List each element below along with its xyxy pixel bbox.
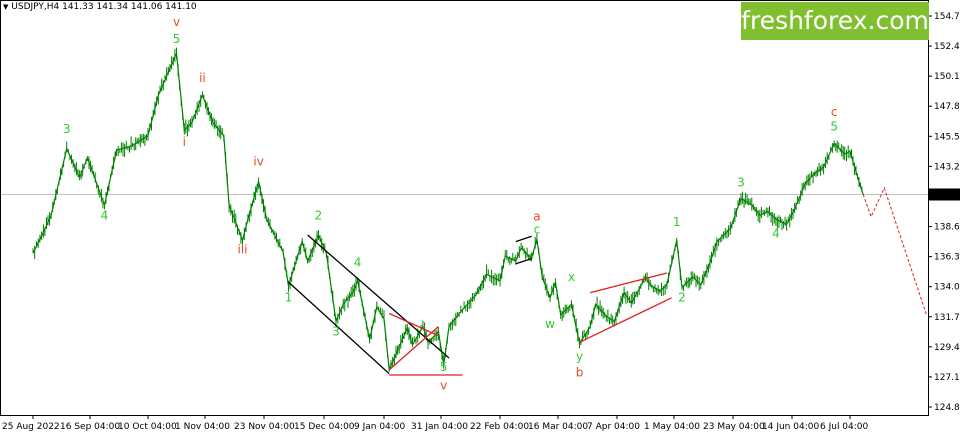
- y-tick-label: 134.05: [934, 283, 960, 293]
- x-tick-label: 22 Feb 04:00: [470, 422, 529, 432]
- y-tick-label: 127.15: [934, 373, 960, 383]
- x-tick-label: 9 Jan 04:00: [354, 422, 406, 432]
- freshforex-logo: freshforex.com: [741, 2, 929, 40]
- x-tick-label: 1 May 04:00: [644, 422, 700, 432]
- y-tick-label: 136.35: [934, 253, 960, 263]
- x-tick-label: 31 Jan 04:00: [411, 422, 468, 432]
- y-tick-label: 147.85: [934, 102, 960, 112]
- dropdown-triangle-icon[interactable]: ▼: [3, 3, 8, 11]
- wave-label: 3: [332, 325, 340, 339]
- wave-label: y: [576, 350, 583, 364]
- wave-label: 4: [354, 255, 362, 269]
- wave-label: 4: [101, 208, 109, 222]
- x-tick-label: 6 Jul 04:00: [820, 422, 869, 432]
- wave-label: ii: [199, 71, 206, 85]
- wave-label: 1: [673, 215, 681, 229]
- wave-label: b: [576, 365, 584, 379]
- wave-label: 2: [678, 291, 686, 305]
- wave-label: 3: [737, 176, 745, 190]
- wave-label: a: [533, 210, 540, 224]
- y-tick-label: 150.15: [934, 72, 960, 82]
- y-tick-label: 145.55: [934, 132, 960, 142]
- x-tick-label: 16 Sep 04:00: [60, 422, 120, 432]
- x-tick-label: 10 Oct 04:00: [118, 422, 177, 432]
- x-tick-label: 23 May 04:00: [703, 422, 765, 432]
- x-tick-label: 25 Aug 2022: [2, 422, 60, 432]
- y-tick-label: 154.75: [934, 12, 960, 22]
- wave-label: i: [183, 135, 186, 149]
- y-tick-label: 131.75: [934, 313, 960, 323]
- x-tick-label: 16 Mar 04:00: [528, 422, 588, 432]
- wave-label: w: [545, 317, 555, 331]
- wave-label: v: [173, 15, 180, 29]
- x-tick-label: 15 Dec 04:00: [294, 422, 355, 432]
- x-tick-label: 1 Nov 04:00: [175, 422, 230, 432]
- wave-label: 5: [830, 119, 838, 133]
- wave-label: x: [568, 270, 575, 284]
- wave-label: v: [440, 378, 447, 392]
- x-tick-label: 14 Jun 04:00: [762, 422, 819, 432]
- wave-label: 2: [315, 208, 323, 222]
- y-tick-label: 129.45: [934, 343, 960, 353]
- y-tick-label: 124.85: [934, 403, 960, 413]
- x-tick-label: 23 Nov 04:00: [234, 422, 295, 432]
- wave-label: 5: [173, 32, 181, 46]
- y-tick-label: 152.45: [934, 42, 960, 52]
- wave-label: 4: [772, 227, 780, 241]
- wave-label: c: [534, 223, 541, 237]
- x-tick-label: 7 Apr 04:00: [587, 422, 640, 432]
- wave-label: iii: [237, 242, 247, 256]
- current-price-label: 141.10: [932, 191, 960, 201]
- chart-header: ▼ USDJPY,H4 141.33 141.34 141.06 141.10: [3, 2, 197, 12]
- wave-label: 5: [440, 360, 448, 374]
- y-tick-label: 138.65: [934, 223, 960, 233]
- wave-label: c: [831, 105, 838, 119]
- wave-label: iv: [253, 155, 263, 169]
- symbol-label: USDJPY,H4: [11, 2, 59, 12]
- wave-label: 3: [63, 122, 71, 136]
- y-tick-label: 143.25: [934, 162, 960, 172]
- ohlc-quote: 141.33 141.34 141.06 141.10: [62, 2, 197, 12]
- wave-label: 1: [285, 291, 293, 305]
